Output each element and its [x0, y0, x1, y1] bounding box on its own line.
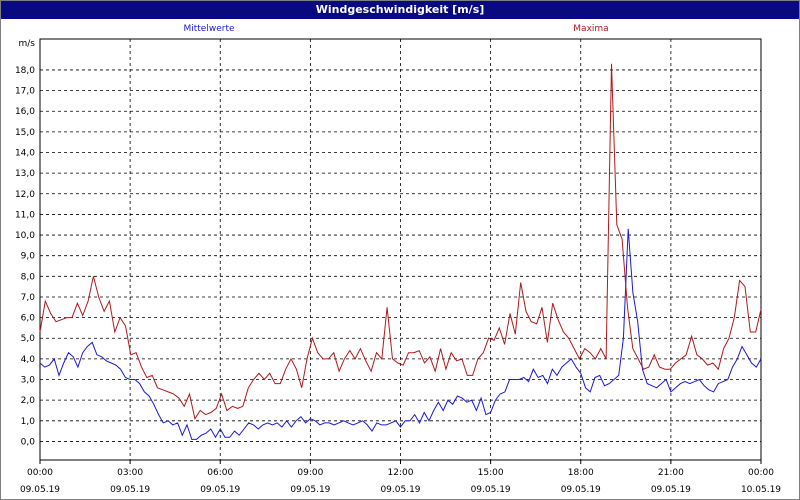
y-tick-label: 2,0 — [21, 396, 36, 406]
y-tick-label: 5,0 — [21, 334, 36, 344]
data-series — [39, 63, 762, 440]
y-tick-label: 4,0 — [21, 355, 36, 365]
y-tick-label: 10,0 — [15, 231, 35, 241]
x-tick-time: 00:00 — [27, 468, 53, 478]
y-tick-label: 16,0 — [15, 107, 35, 117]
x-tick-date: 09.05.19 — [200, 485, 240, 495]
wind-speed-chart: 0,0 1,0 2,0 3,0 4,0 5,0 6,0 7,0 8,0 9,0 10,0 11,0 12… — [15, 24, 781, 495]
y-axis: 0,0 1,0 2,0 3,0 4,0 5,0 6,0 7,0 8,0 9,0 10,0 11,0 12… — [15, 66, 35, 447]
x-tick-date: 09.05.19 — [651, 485, 691, 495]
x-tick-time: 06:00 — [207, 468, 233, 478]
y-axis-unit: m/s — [19, 39, 36, 49]
x-tick-time: 12:00 — [388, 468, 414, 478]
series-line-maxima — [39, 63, 762, 420]
x-tick-time: 18:00 — [568, 468, 594, 478]
x-tick-date: 09.05.19 — [110, 485, 150, 495]
y-tick-label: 17,0 — [15, 87, 35, 97]
y-tick-label: 8,0 — [21, 272, 36, 282]
x-tick-date: 10.05.19 — [741, 485, 781, 495]
window-title: Windgeschwindigkeit [m/s] — [1, 1, 799, 19]
y-tick-label: 0,0 — [21, 437, 36, 447]
x-tick-time: 15:00 — [478, 468, 504, 478]
x-tick-date: 09.05.19 — [471, 485, 511, 495]
y-tick-label: 15,0 — [15, 128, 35, 138]
y-tick-label: 1,0 — [21, 417, 36, 427]
x-tick-time: 21:00 — [658, 468, 684, 478]
x-tick-date: 09.05.19 — [561, 485, 601, 495]
y-tick-label: 14,0 — [15, 149, 35, 159]
legend-maxima: Maxima — [573, 24, 608, 34]
x-tick-date: 09.05.19 — [380, 485, 420, 495]
y-tick-label: 11,0 — [15, 210, 35, 220]
y-tick-label: 3,0 — [21, 376, 36, 386]
y-tick-label: 6,0 — [21, 314, 36, 324]
y-tick-label: 7,0 — [21, 293, 36, 303]
x-axis: 00:00 09.05.19 03:00 09.05.19 06:00 09.05.19 0… — [20, 460, 781, 495]
x-tick-time: 09:00 — [297, 468, 323, 478]
y-tick-label: 13,0 — [15, 169, 35, 179]
legend-mittelwerte: Mittelwerte — [183, 24, 234, 34]
y-tick-label: 18,0 — [15, 66, 35, 76]
y-tick-label: 12,0 — [15, 190, 35, 200]
x-tick-date: 09.05.19 — [20, 485, 60, 495]
grid-lines — [40, 39, 761, 460]
x-tick-time: 00:00 — [748, 468, 774, 478]
x-tick-time: 03:00 — [117, 468, 143, 478]
series-line-mittelwerte — [39, 228, 762, 440]
y-tick-label: 9,0 — [21, 252, 36, 262]
x-tick-date: 09.05.19 — [290, 485, 330, 495]
